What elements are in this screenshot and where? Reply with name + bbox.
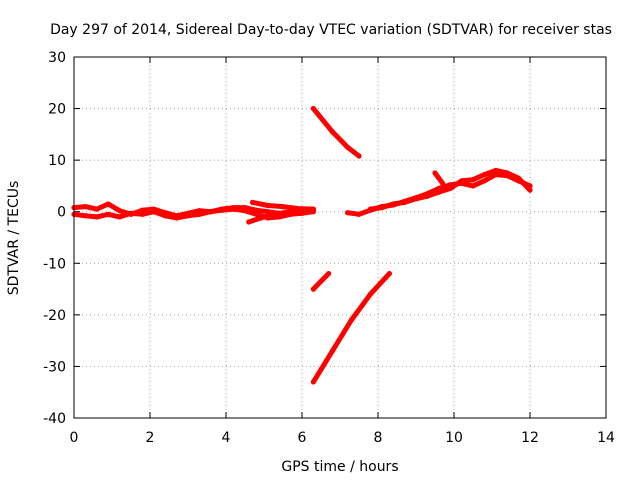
data-point xyxy=(379,205,385,211)
series-0-line xyxy=(71,201,316,219)
data-point xyxy=(310,206,316,212)
data-point xyxy=(185,213,191,219)
data-point xyxy=(265,202,271,209)
data-point xyxy=(367,291,373,297)
data-point xyxy=(310,106,316,112)
data-point xyxy=(459,178,465,184)
data-point xyxy=(162,213,168,219)
data-point xyxy=(174,215,180,221)
data-point xyxy=(386,271,392,277)
data-point xyxy=(295,206,301,212)
data-point xyxy=(348,317,354,323)
x-tick-label: 4 xyxy=(222,430,231,446)
data-point xyxy=(447,185,453,192)
y-tick-label: 20 xyxy=(48,102,66,118)
data-point xyxy=(481,172,487,178)
data-point xyxy=(310,286,316,292)
series-4-line xyxy=(310,106,362,159)
data-point xyxy=(413,196,419,202)
axis-ticks: 0 2 4 6 8 10 12 14 -40 -30 -20 -10 0 10 20 30 xyxy=(43,50,615,446)
data-point xyxy=(356,211,362,217)
data-point xyxy=(402,199,408,205)
data-point xyxy=(105,211,111,217)
x-tick-label: 6 xyxy=(298,430,307,446)
data-point xyxy=(527,187,533,193)
data-point xyxy=(367,206,373,212)
data-point xyxy=(151,209,157,215)
y-axis-label: SDTVAR / TECUs xyxy=(6,181,22,296)
data-point xyxy=(504,170,510,176)
y-tick-label: 0 xyxy=(57,205,66,221)
data-point xyxy=(345,144,351,150)
data-point xyxy=(440,180,446,186)
chart-title: Day 297 of 2014, Sidereal Day-to-day VTE… xyxy=(50,22,612,38)
y-tick-label: -30 xyxy=(43,359,66,375)
data-point xyxy=(246,219,252,225)
data-point xyxy=(105,201,111,207)
x-tick-label: 10 xyxy=(445,430,463,446)
y-tick-label: 30 xyxy=(48,50,66,66)
x-tick-label: 2 xyxy=(146,430,155,446)
data-point xyxy=(261,214,267,220)
x-axis-label: GPS time / hours xyxy=(281,459,398,475)
data-point xyxy=(242,208,248,214)
data-point xyxy=(196,211,202,217)
data-point xyxy=(345,210,351,216)
data-point xyxy=(139,211,145,217)
data-point xyxy=(424,193,430,199)
data-point xyxy=(276,211,282,217)
plot-frame xyxy=(73,56,607,419)
data-point xyxy=(94,214,100,220)
grid xyxy=(74,57,606,418)
data-point xyxy=(318,278,324,284)
data-point xyxy=(493,167,499,174)
data-point xyxy=(329,129,335,135)
data-point xyxy=(82,204,88,210)
data-point xyxy=(310,379,316,385)
x-tick-label: 12 xyxy=(521,430,539,446)
data-point xyxy=(82,213,88,219)
data-point xyxy=(470,183,476,189)
data-point xyxy=(250,199,256,205)
x-tick-label: 0 xyxy=(70,430,79,446)
data-point xyxy=(208,209,214,215)
data-point xyxy=(117,214,123,220)
data-point xyxy=(231,206,237,212)
data-point xyxy=(356,153,362,159)
y-tick-label: 10 xyxy=(48,153,66,169)
data-point xyxy=(128,210,134,216)
data-point xyxy=(436,189,442,195)
y-tick-label: -20 xyxy=(43,308,66,324)
x-tick-label: 14 xyxy=(597,430,615,446)
data-point xyxy=(390,201,396,207)
y-tick-label: -10 xyxy=(43,256,66,272)
data-point xyxy=(265,209,271,215)
data-point xyxy=(329,348,335,354)
data-point xyxy=(326,271,332,277)
data-point xyxy=(94,206,100,212)
data-point xyxy=(481,178,487,184)
data-point xyxy=(516,175,522,181)
data-point xyxy=(432,170,438,176)
x-tick-label: 8 xyxy=(374,430,383,446)
data-point xyxy=(117,208,123,214)
data-point xyxy=(280,204,286,210)
data-point xyxy=(470,177,476,183)
y-tick-label: -40 xyxy=(43,411,66,427)
data-point xyxy=(253,211,259,217)
data-point xyxy=(219,207,225,213)
plot-area xyxy=(71,106,533,385)
